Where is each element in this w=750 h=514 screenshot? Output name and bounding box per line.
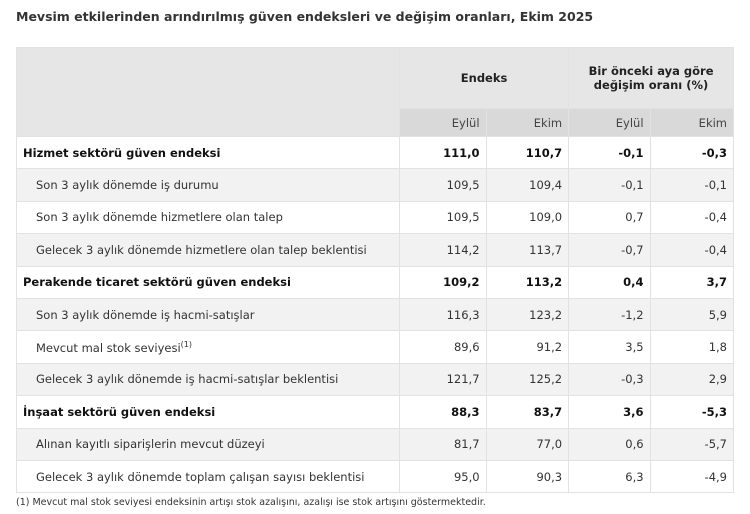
row-label: Hizmet sektörü güven endeksi (15, 135, 401, 170)
table-title: Mevsim etkilerinden arındırılmış güven e… (16, 9, 594, 24)
row-value: 3,5 (568, 330, 651, 364)
table-row-sector: İnşaat sektörü güven endeksi 88,3 83,7 3,6-… (15, 395, 735, 429)
row-value: 114,2 (399, 233, 487, 267)
row-value: 91,2 (485, 330, 570, 364)
header-col: Eylül (399, 108, 487, 137)
row-value: 88,3 (399, 395, 487, 429)
row-label: Son 3 aylık dönemde iş hacmi-satışlar (15, 297, 401, 332)
row-value: -1,2 (568, 297, 651, 332)
row-value: 110,7 (485, 135, 570, 170)
header-col: Ekim (649, 108, 735, 137)
row-value: -0,1 (568, 135, 651, 170)
row-value: 6,3 (568, 459, 651, 494)
row-value: -0,1 (649, 168, 735, 202)
row-label-text: Mevcut mal stok seviyesi (36, 340, 181, 355)
row-value: 3,6 (568, 395, 651, 429)
row-value: 0,6 (568, 427, 651, 461)
row-value: 109,4 (485, 168, 570, 202)
row-label-text: Gelecek 3 aylık dönemde toplam çalışan s… (36, 469, 365, 484)
table-row-subitem: Gelecek 3 aylık dönemde hizmetlere olan … (15, 233, 735, 267)
row-label: Son 3 aylık dönemde hizmetlere olan tale… (15, 200, 401, 235)
table-row-subitem: Son 3 aylık dönemde iş durumu 109,5 109,4-… (15, 168, 735, 202)
footnote-ref: (1) (180, 339, 193, 349)
row-value: 121,7 (399, 362, 487, 397)
row-value: -5,3 (649, 395, 735, 429)
header-change-rate: Bir önceki aya göre değişim oranı (%) (568, 47, 734, 109)
header-col: Eylül (568, 108, 651, 137)
row-value: 109,0 (485, 200, 570, 235)
row-label: Son 3 aylık dönemde iş durumu (15, 168, 401, 202)
table-row-sector: Hizmet sektörü güven endeksi 111,0 110,7 -0… (15, 135, 735, 170)
table-row-subitem: Son 3 aylık dönemde hizmetlere olan tale… (15, 200, 735, 235)
row-value: 113,2 (485, 265, 570, 299)
row-label-text: Alınan kayıtlı siparişlerin mevcut düzey… (36, 437, 265, 452)
row-value: -0,4 (649, 233, 735, 267)
table-row-subitem: Mevcut mal stok seviyesi(1) 89,6 91,2 3,5 1,… (15, 330, 735, 364)
row-label: Mevcut mal stok seviyesi(1) (15, 330, 401, 364)
row-label-text: Gelecek 3 aylık dönemde hizmetlere olan … (36, 242, 367, 257)
row-value: -4,9 (649, 459, 735, 494)
row-value: -0,1 (568, 168, 651, 202)
table-row-subitem: Son 3 aylık dönemde iş hacmi-satışlar 116… (15, 297, 735, 332)
header-index: Endeks (399, 47, 570, 109)
row-value: 1,8 (649, 330, 735, 364)
row-label: Gelecek 3 aylık dönemde iş hacmi-satışla… (15, 362, 401, 397)
row-label: Gelecek 3 aylık dönemde toplam çalışan s… (15, 459, 401, 494)
row-value: 95,0 (399, 459, 487, 494)
row-value: 2,9 (649, 362, 735, 397)
row-value: 116,3 (399, 297, 487, 332)
table-row-subitem: Gelecek 3 aylık dönemde toplam çalışan s… (15, 459, 735, 494)
row-value: 109,2 (399, 265, 487, 299)
row-value: 123,2 (485, 297, 570, 332)
row-label: İnşaat sektörü güven endeksi (15, 395, 401, 429)
row-label-text: Son 3 aylık dönemde hizmetlere olan tale… (36, 210, 283, 225)
table-row-sector: Perakende ticaret sektörü güven endeksi 1… (15, 265, 735, 299)
row-value: 81,7 (399, 427, 487, 461)
row-value: 0,7 (568, 200, 651, 235)
row-value: -0,3 (568, 362, 651, 397)
row-value: 125,2 (485, 362, 570, 397)
row-value: 0,4 (568, 265, 651, 299)
row-value: 111,0 (399, 135, 487, 170)
row-value: -0,3 (649, 135, 735, 170)
row-label-text: Perakende ticaret sektörü güven endeksi (23, 275, 291, 290)
row-value: 109,5 (399, 168, 487, 202)
table-row-subitem: Alınan kayıtlı siparişlerin mevcut düzey… (15, 427, 735, 461)
header-blank (15, 47, 401, 137)
row-value: 90,3 (485, 459, 570, 494)
row-label-text: Son 3 aylık dönemde iş durumu (36, 178, 219, 193)
row-value: -0,4 (649, 200, 735, 235)
row-label-text: Hizmet sektörü güven endeksi (23, 145, 221, 160)
header-col: Ekim (485, 108, 570, 137)
row-value: 109,5 (399, 200, 487, 235)
table-row-subitem: Gelecek 3 aylık dönemde iş hacmi-satışla… (15, 362, 735, 397)
confidence-index-table: Endeks Bir önceki aya göre değişim oranı… (15, 47, 735, 494)
row-label-text: Gelecek 3 aylık dönemde iş hacmi-satışla… (36, 372, 339, 387)
row-label: Alınan kayıtlı siparişlerin mevcut düzey… (15, 427, 401, 461)
row-value: -0,7 (568, 233, 651, 267)
row-value: -5,7 (649, 427, 735, 461)
row-value: 83,7 (485, 395, 570, 429)
row-label: Perakende ticaret sektörü güven endeksi (15, 265, 401, 299)
footnote: (1) Mevcut mal stok seviyesi endeksinin … (16, 497, 486, 508)
row-value: 89,6 (399, 330, 487, 364)
row-value: 3,7 (649, 265, 735, 299)
row-value: 113,7 (485, 233, 570, 267)
row-value: 5,9 (649, 297, 735, 332)
row-label-text: Son 3 aylık dönemde iş hacmi-satışlar (36, 307, 255, 322)
row-label: Gelecek 3 aylık dönemde hizmetlere olan … (15, 233, 401, 267)
row-value: 77,0 (485, 427, 570, 461)
row-label-text: İnşaat sektörü güven endeksi (23, 404, 216, 419)
